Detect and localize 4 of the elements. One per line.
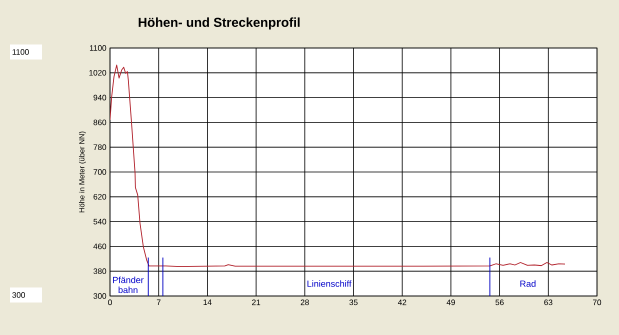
chart-title: Höhen- und Streckenprofil	[138, 17, 300, 30]
annotation: Linienschiff	[308, 280, 352, 287]
annotation: Rad	[520, 280, 536, 287]
annotation: Pfänder bahn	[113, 276, 144, 294]
